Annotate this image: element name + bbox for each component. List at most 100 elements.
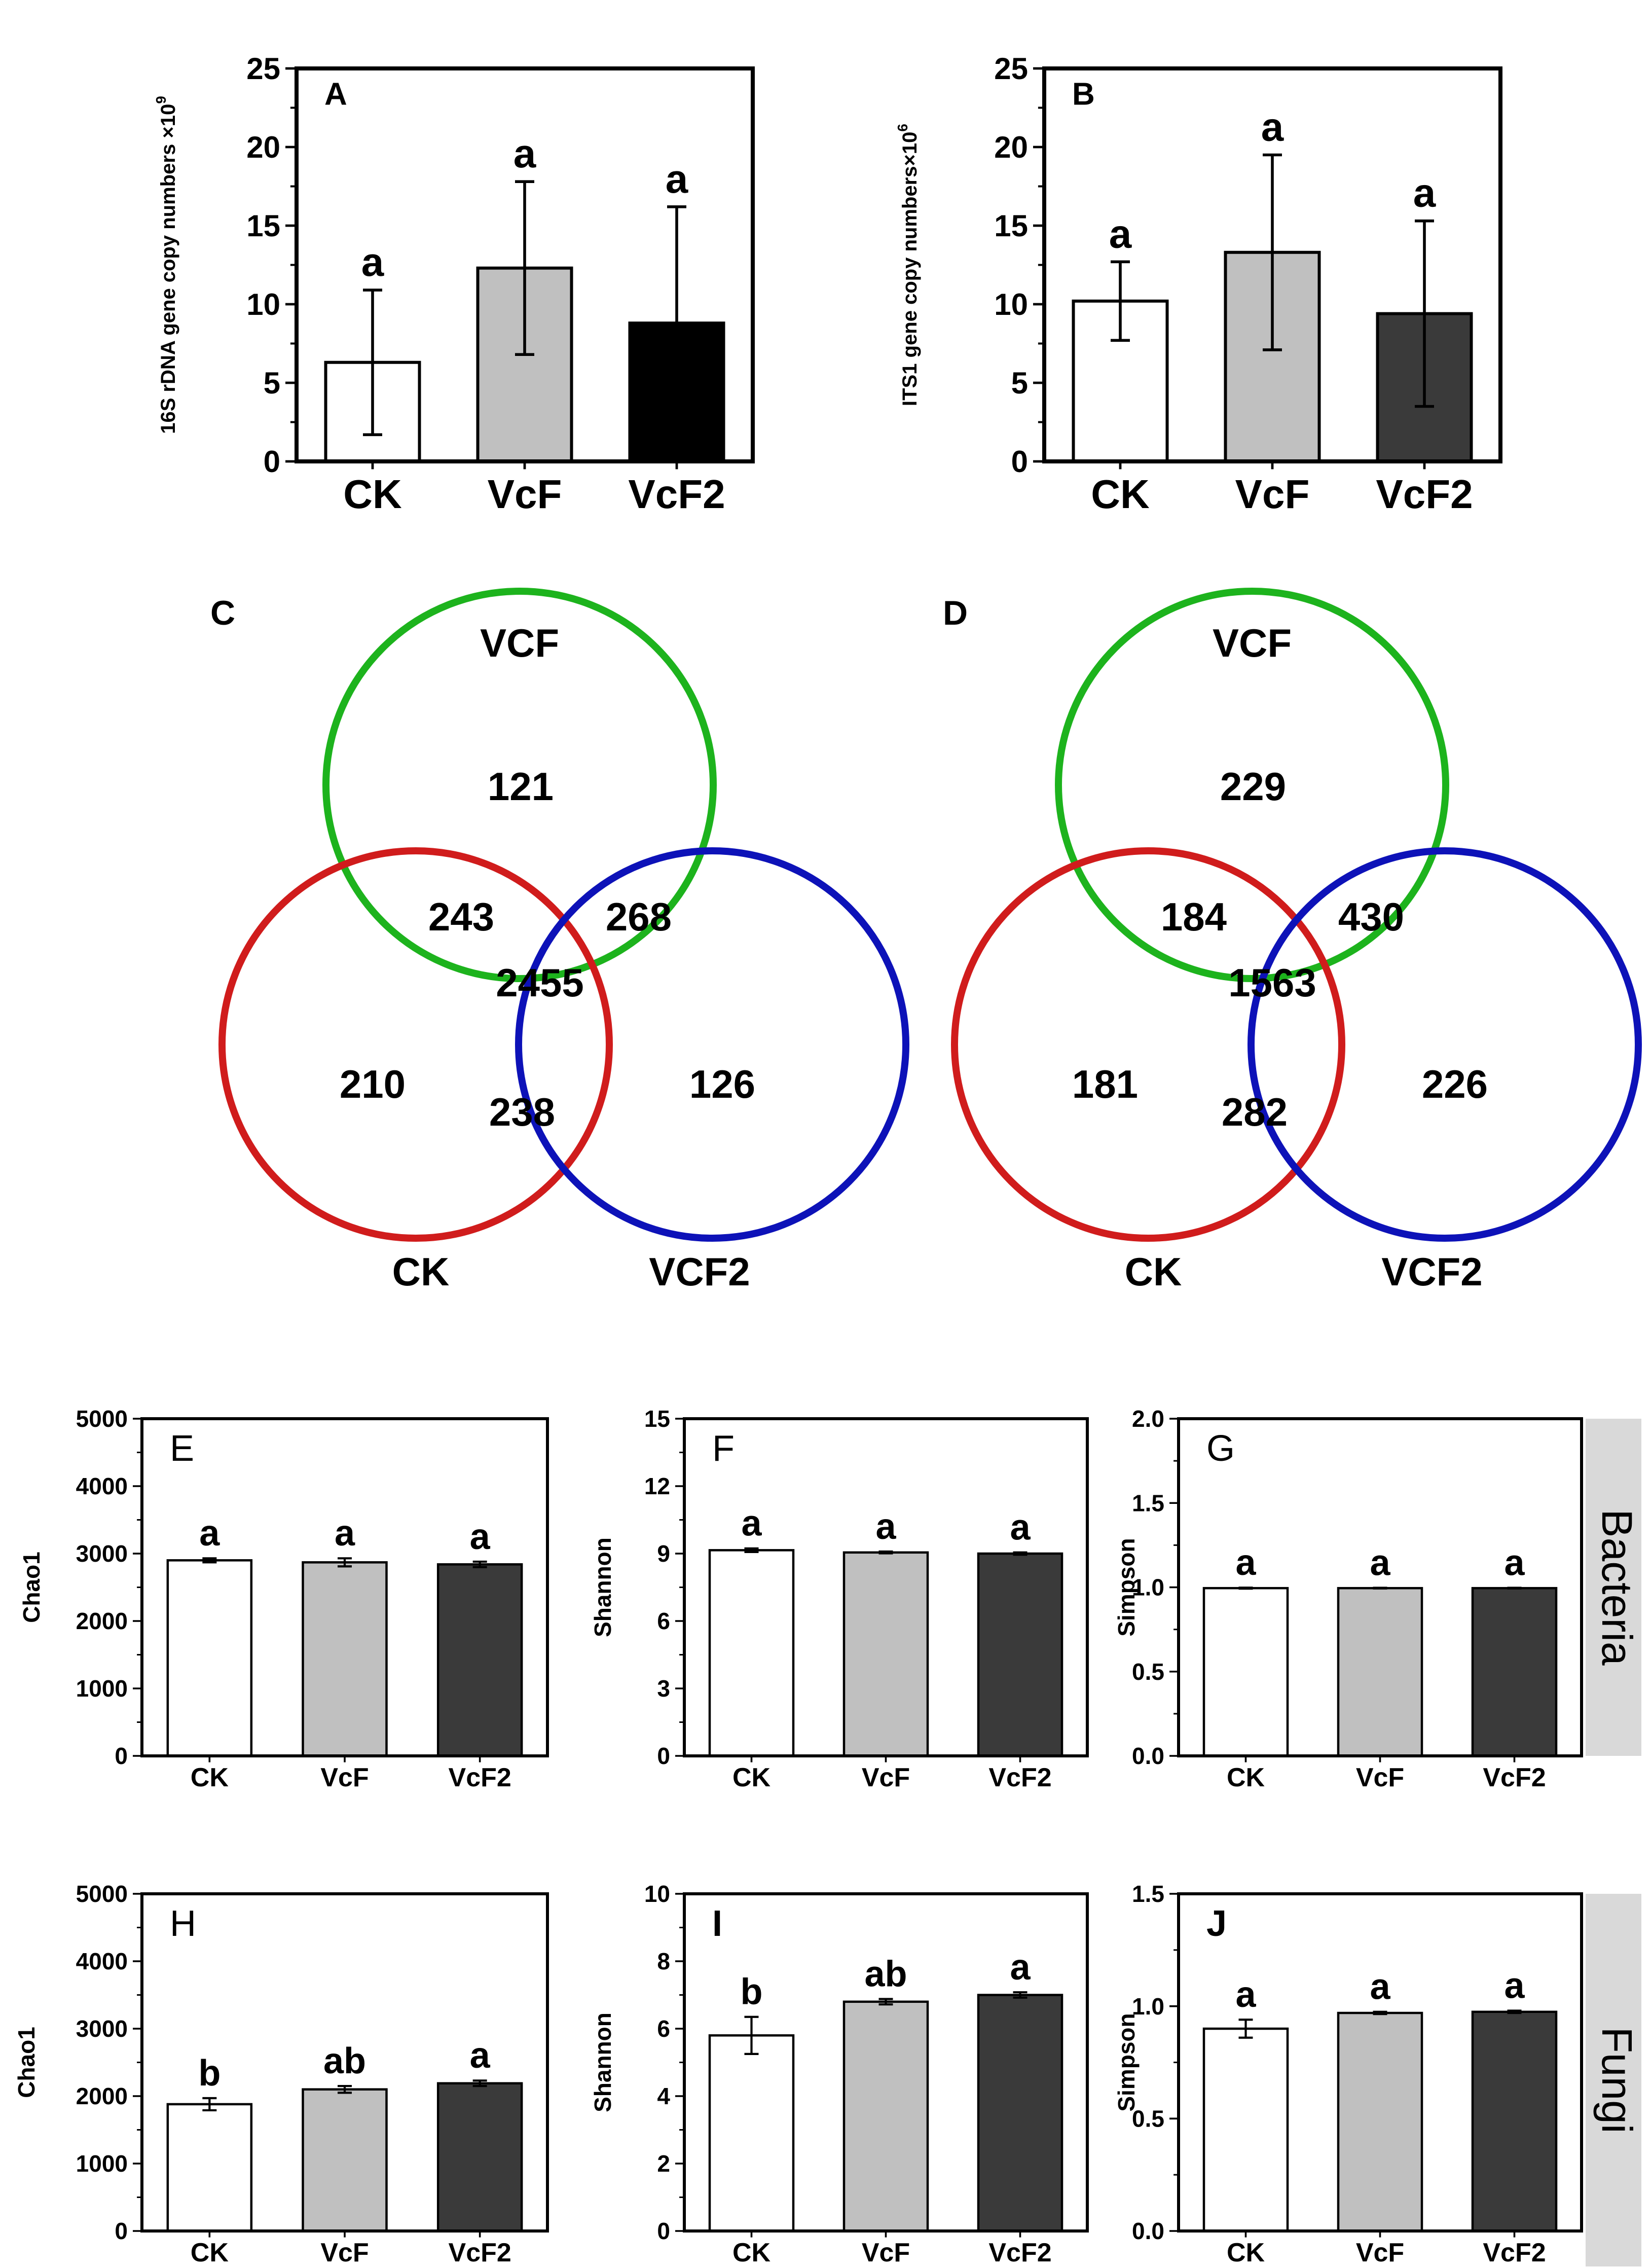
y-axis-label: Chao1 — [18, 1552, 45, 1623]
x-tick-label: CK — [191, 1763, 229, 1792]
x-tick-label: CK — [1091, 472, 1150, 517]
venn-panel-D: D VCF CK VCF2 229 184 430 1563 181 282 226 — [943, 588, 1642, 1294]
bar-VcF2 — [1471, 1587, 1558, 1757]
y-tick-label: 12 — [644, 1473, 670, 1499]
set-label-vcf: VCF — [480, 621, 559, 665]
set-label-ck: CK — [392, 1249, 450, 1294]
y-tick-label: 0.5 — [1132, 2105, 1164, 2132]
significance-letter: ab — [864, 1954, 907, 1994]
y-tick-label: 25 — [994, 52, 1028, 86]
y-axis-label: Simpson — [1113, 2013, 1140, 2111]
x-tick-label: VcF2 — [449, 2238, 511, 2267]
y-tick-label: 9 — [657, 1540, 670, 1567]
significance-letter: a — [1261, 104, 1284, 150]
significance-letter: a — [875, 1506, 896, 1547]
y-tick-label: 15 — [994, 209, 1028, 243]
strip-bacteria-background — [1586, 1419, 1641, 1756]
y-tick-label: 20 — [246, 130, 280, 164]
significance-letter: a — [361, 239, 384, 284]
strip-fungi-label: Fungi — [1593, 2027, 1641, 2133]
y-axis-label-text: Chao1 — [18, 1552, 45, 1623]
significance-letter: a — [470, 1517, 491, 1557]
venn-circle-vcf2 — [515, 847, 909, 1242]
bar-VcF — [1337, 2011, 1423, 2233]
y-tick-label: 1.5 — [1132, 1881, 1164, 1907]
bar-VcF2 — [436, 2082, 523, 2233]
panel-label: E — [170, 1428, 194, 1469]
x-tick-label: VcF — [1235, 472, 1310, 517]
venn-count-vcf-only: 229 — [1220, 764, 1286, 809]
panel-label: F — [712, 1428, 735, 1469]
x-tick-label: VcF2 — [1376, 472, 1473, 517]
x-tick-label: CK — [1227, 1763, 1265, 1792]
significance-letter: a — [741, 1503, 762, 1544]
venn-count-vcf-vcf2: 430 — [1338, 894, 1404, 939]
bar-CK — [166, 2103, 253, 2233]
y-tick-label: 1.0 — [1132, 1993, 1164, 2020]
panel-label: H — [170, 1903, 196, 1944]
y-tick-label: 4000 — [76, 1473, 128, 1499]
significance-letter: a — [1413, 170, 1436, 215]
y-tick-label: 3000 — [76, 2015, 128, 2042]
y-axis-label-text: 16S rDNA gene copy numbers ×10 — [157, 104, 179, 434]
venn-panel-C: C VCF CK VCF2 121 243 268 2455 210 238 126 — [210, 588, 909, 1294]
panel-label: C — [210, 594, 235, 632]
bar-VcF2 — [1471, 2010, 1558, 2233]
bar-VcF — [302, 2088, 388, 2233]
chart-panel-A: a CK a VcF a VcF2 0 5 10 15 20 25 16S rDNA gene copy… — [153, 52, 755, 517]
venn-count-all: 2455 — [496, 960, 584, 1005]
significance-letter: ab — [323, 2041, 366, 2081]
significance-letter: a — [1504, 1965, 1525, 2006]
bar-CK — [708, 2034, 795, 2233]
y-tick-label: 0 — [1011, 445, 1028, 479]
y-tick-label: 4 — [657, 2083, 670, 2109]
y-tick-label: 0.5 — [1132, 1659, 1164, 1685]
y-tick-label: 5 — [264, 366, 280, 400]
venn-count-ck-vcf: 184 — [1161, 894, 1227, 939]
significance-letter: a — [1235, 1974, 1256, 2015]
significance-letter: a — [1370, 1967, 1390, 2007]
bar-VcF2 — [977, 1994, 1063, 2233]
y-tick-label: 5000 — [76, 1881, 128, 1907]
x-tick-label: VcF — [320, 1763, 369, 1792]
venn-circle-ck — [951, 847, 1345, 1242]
y-tick-label: 25 — [246, 52, 280, 86]
significance-letter: a — [1235, 1542, 1256, 1583]
venn-count-ck-only: 181 — [1072, 1062, 1138, 1106]
x-tick-label: VcF — [1356, 2238, 1404, 2267]
chart-panel-I: b CK ab VcF a VcF2 0 2 4 6 8 10 Shannon I — [590, 1881, 1089, 2267]
x-tick-label: VcF2 — [449, 1763, 511, 1792]
y-tick-label: 0 — [657, 2218, 670, 2244]
y-axis-label-superscript: 6 — [895, 124, 910, 132]
y-axis-label: Chao1 — [13, 2027, 40, 2098]
x-tick-label: CK — [732, 1763, 771, 1792]
x-tick-label: VcF2 — [988, 1763, 1051, 1792]
x-tick-label: VcF — [862, 2238, 910, 2267]
y-axis-label-text: ITS1 gene copy numbers×10 — [899, 132, 921, 406]
venn-count-ck-vcf2: 282 — [1222, 1090, 1288, 1134]
x-tick-label: VcF2 — [1483, 1763, 1546, 1792]
chart-panel-E: a CK a VcF a VcF2 0 1000 2000 3000 4000 5000 Chao1 E — [18, 1406, 549, 1792]
y-axis-label: ITS1 gene copy numbers×106 — [895, 124, 921, 406]
y-tick-label: 10 — [644, 1881, 670, 1907]
strip-fungi-background — [1586, 1894, 1641, 2266]
x-tick-label: VcF2 — [1483, 2238, 1546, 2267]
x-tick-label: VcF — [862, 1763, 910, 1792]
y-tick-label: 20 — [994, 130, 1028, 164]
y-axis-label: Shannon — [590, 1537, 616, 1637]
venn-count-ck-vcf: 243 — [428, 894, 494, 939]
y-tick-label: 2000 — [76, 1608, 128, 1634]
bar-CK — [708, 1549, 795, 1757]
venn-count-vcf-vcf2: 268 — [606, 894, 672, 939]
significance-letter: a — [199, 1513, 220, 1554]
significance-letter: b — [741, 1972, 763, 2012]
y-tick-label: 6 — [657, 2015, 670, 2042]
bar-CK — [1202, 2027, 1289, 2233]
venn-count-ck-vcf2: 238 — [489, 1090, 555, 1134]
chart-panel-H: b CK ab VcF a VcF2 0 1000 2000 3000 4000 5000 Chao1 H — [13, 1881, 549, 2267]
y-tick-label: 5 — [1011, 366, 1028, 400]
panel-label: D — [943, 594, 968, 632]
y-tick-label: 10 — [246, 287, 280, 321]
venn-count-all: 1563 — [1228, 960, 1316, 1005]
venn-circle-ck — [218, 847, 613, 1242]
